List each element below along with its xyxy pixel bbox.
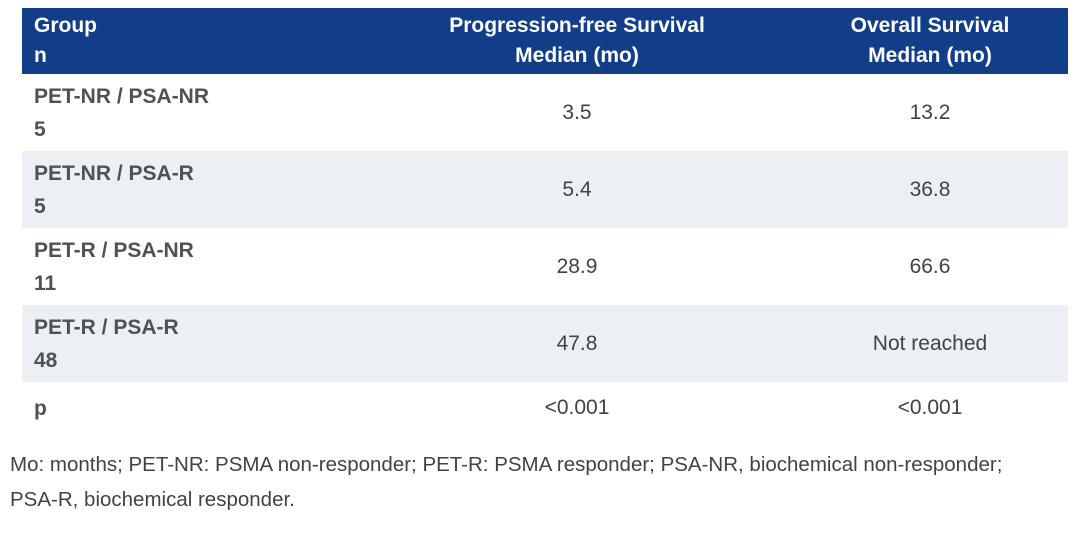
pfs-cell: 47.8 [362,305,792,382]
header-os-cell: Overall Survival Median (mo) [792,8,1068,74]
group-n: 5 [34,194,46,218]
group-cell: p [22,382,362,434]
group-n: 48 [34,348,58,372]
table-row: PET-R / PSA-NR 11 28.9 66.6 [22,228,1068,305]
os-value: 66.6 [909,254,951,278]
os-value: 13.2 [909,100,951,124]
table-row: PET-R / PSA-R 48 47.8 Not reached [22,305,1068,382]
pfs-cell: <0.001 [362,382,792,434]
group-label: PET-R / PSA-NR [34,238,194,262]
header-group-line2: n [34,44,47,67]
group-n: 5 [34,117,46,141]
header-group-cell: Group n [22,8,362,74]
os-p-value: <0.001 [897,396,963,419]
os-cell: <0.001 [792,382,1068,434]
group-cell: PET-NR / PSA-NR 5 [22,74,362,151]
os-cell: 13.2 [792,74,1068,151]
table-header-row: Group n Progression-free Survival Median… [22,8,1068,74]
table-row: PET-NR / PSA-R 5 5.4 36.8 [22,151,1068,228]
os-cell: 36.8 [792,151,1068,228]
table-row: PET-NR / PSA-NR 5 3.5 13.2 [22,74,1068,151]
pfs-value: 28.9 [556,254,598,278]
pfs-value: 3.5 [562,100,592,124]
pfs-value: 47.8 [556,331,598,355]
pfs-cell: 3.5 [362,74,792,151]
os-value: Not reached [872,331,988,355]
os-cell: Not reached [792,305,1068,382]
header-pfs-line2: Median (mo) [515,44,639,67]
group-n: 11 [34,271,57,295]
pfs-value: 5.4 [562,177,592,201]
group-cell: PET-R / PSA-R 48 [22,305,362,382]
os-value: 36.8 [909,177,951,201]
header-os-line1: Overall Survival [850,14,1010,37]
pfs-cell: 28.9 [362,228,792,305]
header-pfs-line1: Progression-free Survival [449,14,705,37]
table-row-p: p <0.001 <0.001 [22,382,1068,434]
header-pfs-cell: Progression-free Survival Median (mo) [362,8,792,74]
group-label: PET-R / PSA-R [34,315,179,339]
header-group-line1: Group [34,14,97,37]
footnote-text: Mo: months; PET-NR: PSMA non-responder; … [10,453,1003,511]
group-cell: PET-NR / PSA-R 5 [22,151,362,228]
group-cell: PET-R / PSA-NR 11 [22,228,362,305]
header-os-line2: Median (mo) [868,44,992,67]
survival-table: Group n Progression-free Survival Median… [22,8,1068,434]
pfs-p-value: <0.001 [544,396,610,419]
pfs-cell: 5.4 [362,151,792,228]
p-label: p [34,396,47,420]
group-label: PET-NR / PSA-NR [34,84,210,108]
os-cell: 66.6 [792,228,1068,305]
group-label: PET-NR / PSA-R [34,161,194,185]
